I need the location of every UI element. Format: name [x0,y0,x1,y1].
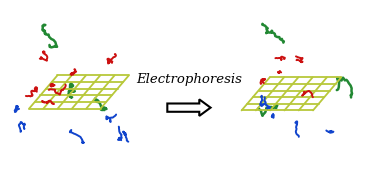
FancyArrow shape [167,99,211,116]
Text: Electrophoresis: Electrophoresis [136,72,242,86]
